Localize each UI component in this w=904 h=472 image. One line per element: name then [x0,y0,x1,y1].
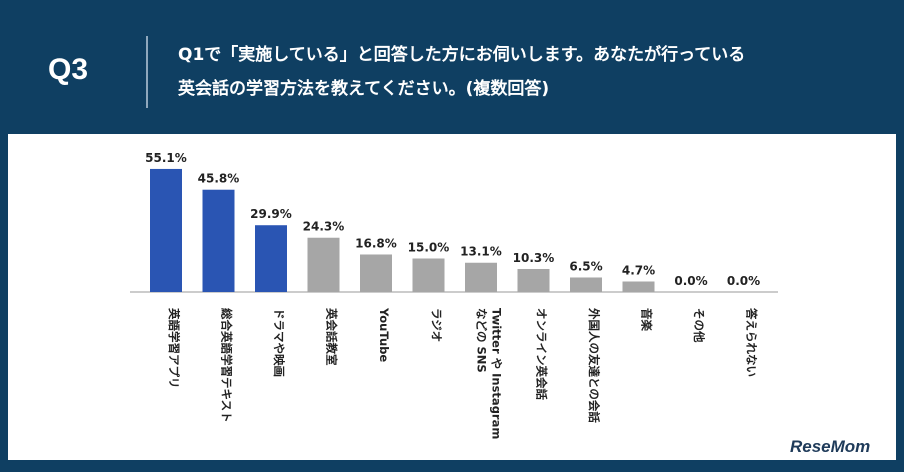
value-label: 45.8% [198,172,240,186]
value-label: 6.5% [569,259,602,273]
category-label-line: Twitter や Instagram [490,308,504,439]
chart-panel: 55.1% 英語学習アプリ 45.8% 総合英語学習テキスト 29.9% ドラマや映画 24… [8,134,896,460]
category-label: オンライン英会話 [535,308,549,400]
category-label: 総合英語学習テキスト [220,308,234,423]
category-label: ラジオ [430,308,444,342]
category-label: ドラマや映画 [272,308,286,377]
bar [202,189,235,292]
value-label: 55.1% [145,151,187,165]
category-label-line: その他 [692,308,706,343]
category-label: YouTube [377,307,391,362]
category-label-line: 英語学習アプリ [167,307,181,389]
bar [517,268,550,292]
value-label: 29.9% [250,207,292,221]
category-label: 答えられない [745,307,759,377]
question-line-2: 英会話の学習方法を教えてください。(複数回答) [178,79,550,99]
bizmates-logo: Bizmates [8,448,61,462]
category-label-line: 外国人の友達との会話 [587,307,601,423]
value-label: 0.0% [674,274,707,288]
question-header: Q3 Q1で「実施している」と回答した方にお伺いします。あなたが行っている 英会… [0,0,904,133]
category-label-line: などの SNS [475,308,489,373]
category-label-line: YouTube [377,307,391,362]
category-label-line: 英会話教室 [325,307,339,366]
category-label: その他 [692,308,706,343]
bar [255,225,287,292]
question-text: Q1で「実施している」と回答した方にお伺いします。あなたが行っている 英会話の学… [178,38,878,106]
bar [150,168,182,292]
resemom-logo: ReseMom [790,437,871,456]
bar [465,262,497,292]
bar [570,277,602,292]
value-label: 0.0% [727,274,760,288]
value-label: 13.1% [460,245,502,259]
bar [307,237,340,292]
value-label: 4.7% [622,264,655,278]
category-label-line: ドラマや映画 [272,308,286,377]
category-label: 英語学習アプリ [167,307,181,389]
question-line-1: Q1で「実施している」と回答した方にお伺いします。あなたが行っている [178,45,746,65]
bar [412,258,445,292]
question-number: Q3 [48,53,89,86]
bar [360,254,392,292]
category-label: 英会話教室 [325,307,339,366]
value-label: 10.3% [513,251,555,265]
category-label-line: ラジオ [430,308,444,342]
category-label: 音楽 [640,308,654,331]
bar-chart: 55.1% 英語学習アプリ 45.8% 総合英語学習テキスト 29.9% ドラマや映画 24… [130,151,778,439]
bar [622,281,655,292]
category-label-line: 総合英語学習テキスト [220,308,234,423]
value-label: 15.0% [408,241,450,255]
value-label: 16.8% [355,236,397,250]
category-label-line: 答えられない [745,307,759,377]
category-label-line: オンライン英会話 [535,308,549,400]
header-divider [146,36,148,108]
category-label-line: 音楽 [640,308,654,331]
value-label: 24.3% [303,220,345,234]
category-label: 外国人の友達との会話 [587,307,601,423]
